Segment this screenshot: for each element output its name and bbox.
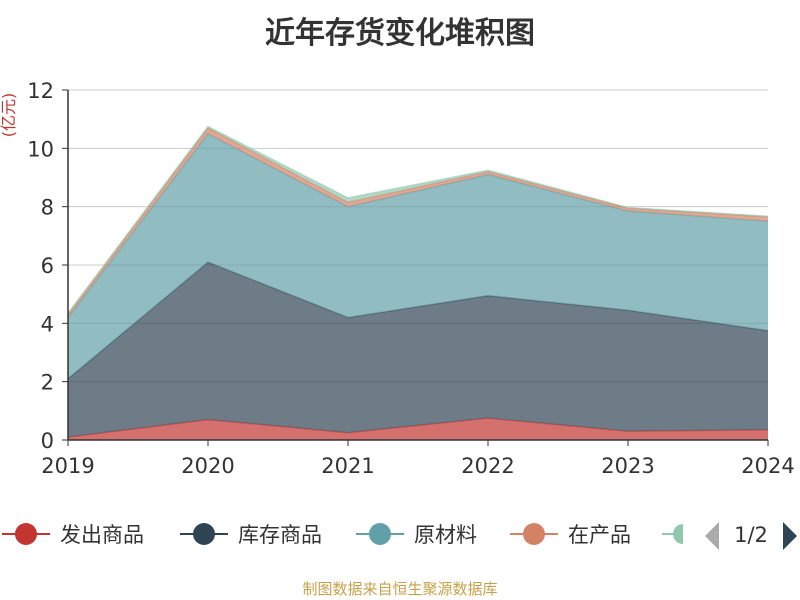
x-tick-label: 2019 <box>41 454 94 478</box>
legend-label-3: 在产品 <box>568 523 631 547</box>
y-axis-unit-label: (亿元) <box>0 93 18 138</box>
legend-marker-partial <box>673 524 683 544</box>
y-tick-label: 6 <box>41 254 54 278</box>
area-line-4 <box>67 125 769 314</box>
data-source-note: 制图数据来自恒生聚源数据库 <box>302 580 498 598</box>
area-series-2 <box>68 133 768 379</box>
legend-label-2: 原材料 <box>414 523 477 547</box>
x-tick-label: 2020 <box>181 454 234 478</box>
x-tick-label: 2024 <box>741 454 794 478</box>
legend-marker-1 <box>193 523 215 545</box>
area-series-1 <box>68 262 768 438</box>
legend-marker-3 <box>523 523 545 545</box>
x-tick-label: 2023 <box>601 454 654 478</box>
y-tick-label: 8 <box>41 196 54 220</box>
legend-marker-2 <box>369 523 391 545</box>
x-tick-label: 2021 <box>321 454 374 478</box>
y-tick-label: 4 <box>41 312 54 336</box>
legend-prev-page-icon[interactable] <box>705 522 719 550</box>
legend-label-1: 库存商品 <box>238 523 322 547</box>
legend-next-page-icon[interactable] <box>783 522 797 550</box>
x-tick-label: 2022 <box>461 454 514 478</box>
y-tick-label: 0 <box>41 429 54 453</box>
y-tick-label: 12 <box>27 79 54 103</box>
legend-label-0: 发出商品 <box>60 523 144 547</box>
y-tick-label: 2 <box>41 371 54 395</box>
legend-marker-0 <box>15 523 37 545</box>
legend-page-indicator: 1/2 <box>734 523 768 547</box>
chart-title: 近年存货变化堆积图 <box>265 16 535 51</box>
y-tick-label: 10 <box>27 137 54 161</box>
